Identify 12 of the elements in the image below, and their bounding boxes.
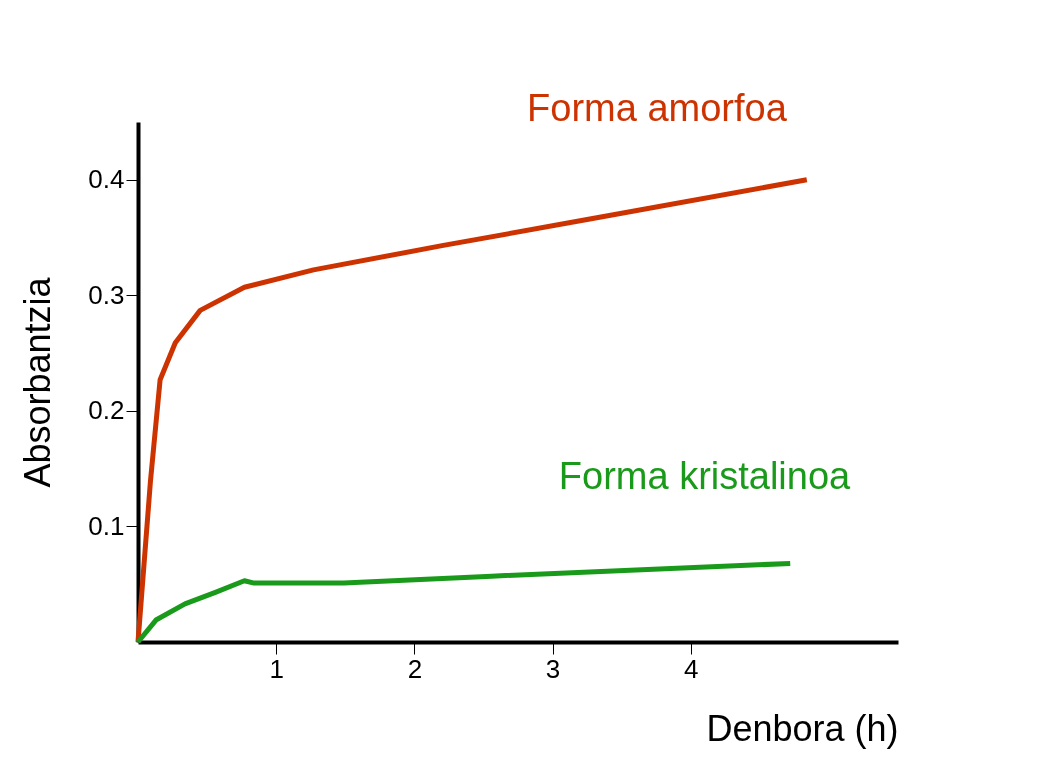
x-tick-label: 4 <box>683 653 699 684</box>
y-tick-label: 0.3 <box>88 279 125 310</box>
x-tick-label: 3 <box>545 653 561 684</box>
y-axis-title: Absorbantzia <box>17 276 59 488</box>
x-axis-title: Denbora (h) <box>706 707 899 749</box>
y-tick-label: 0.2 <box>88 395 125 426</box>
x-tick-label: 1 <box>269 653 284 684</box>
y-tick-label: 0.4 <box>88 164 125 195</box>
series-label: Forma amorfoa <box>527 86 788 129</box>
y-tick-label: 0.1 <box>88 510 125 541</box>
series-label: Forma kristalinoa <box>558 455 852 498</box>
x-tick-label: 2 <box>407 653 423 684</box>
